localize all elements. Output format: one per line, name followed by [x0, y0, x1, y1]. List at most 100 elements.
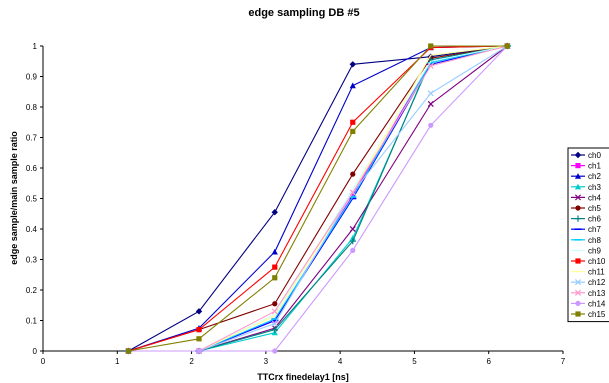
chart-title: edge sampling DB #5	[248, 7, 359, 19]
x-tick-label: 0	[41, 357, 46, 366]
data-point-ch13	[271, 308, 278, 315]
data-point-ch1	[350, 192, 356, 199]
data-point-ch15	[428, 43, 434, 49]
legend-item-ch5: ch5	[571, 204, 601, 213]
x-tick-label: 1	[115, 357, 120, 366]
series-ch7	[124, 45, 511, 352]
legend-label: ch6	[588, 215, 601, 224]
legend-label: ch14	[588, 299, 606, 308]
series-ch12	[125, 42, 511, 355]
series-line-ch3	[128, 45, 508, 352]
series-line-ch1	[128, 45, 508, 352]
data-point-ch15	[125, 348, 132, 354]
legend: ch0ch1ch2ch3ch4ch5ch6ch7ch8ch9ch10ch11ch…	[567, 147, 609, 323]
x-axis-label: TTCrx finedelay1 [ns]	[257, 372, 349, 382]
x-tick-label: 7	[561, 357, 566, 366]
legend-marker	[574, 289, 582, 296]
data-point-ch6	[271, 326, 278, 333]
legend-label: ch8	[588, 236, 601, 245]
legend-label: ch15	[588, 310, 606, 319]
series-line-ch8	[128, 45, 508, 352]
legend-item-ch1: ch1	[571, 162, 601, 171]
data-point-ch15	[350, 128, 356, 134]
x-tick-label: 4	[338, 357, 343, 366]
legend-label: ch9	[588, 246, 601, 255]
legend-item-ch2: ch2	[571, 172, 601, 181]
y-tick-label: 0.6	[26, 164, 38, 173]
series-line-ch4	[128, 45, 508, 352]
legend-label: ch4	[588, 193, 601, 202]
data-point-ch10	[350, 119, 356, 125]
data-point-ch4	[427, 100, 434, 107]
legend-item-ch8: ch8	[571, 236, 601, 245]
data-point-ch13	[349, 189, 356, 196]
series-line-ch2	[128, 45, 508, 352]
data-point-ch14	[272, 348, 278, 354]
data-point-ch2	[271, 248, 278, 255]
data-point-ch3	[349, 235, 356, 241]
series-line-ch13	[128, 45, 508, 352]
legend-item-ch13: ch13	[571, 289, 606, 298]
series-line-ch12	[128, 45, 508, 352]
series-line-ch9	[128, 45, 508, 352]
legend-label: ch10	[588, 257, 606, 266]
y-tick-label: 0.7	[26, 134, 38, 143]
y-tick-label: 0.2	[26, 286, 38, 295]
legend-marker	[574, 173, 582, 179]
plot-area: 0 0.1 0.2 0.3 0.4 0.5 0.6 0.7 0.8 0.9 1 0 1 2 3 4 5 6 7	[26, 42, 566, 366]
data-point-ch6	[349, 238, 356, 245]
legend-item-ch6: ch6	[571, 215, 601, 224]
legend-marker	[575, 163, 581, 169]
x-tick-label: 5	[412, 357, 417, 366]
legend-item-ch11: ch11	[571, 268, 605, 277]
legend-label: ch2	[588, 172, 601, 181]
series-ch6	[125, 42, 511, 355]
series-line-ch0	[128, 45, 508, 352]
y-axis-label: edge sample/main sample ratio	[9, 131, 19, 265]
y-tick-label: 0.1	[26, 317, 38, 326]
series-line-ch7	[128, 45, 508, 352]
legend-label: ch13	[588, 289, 606, 298]
data-point-ch14	[428, 122, 434, 128]
series-ch8	[124, 45, 511, 352]
legend-label: ch12	[588, 278, 606, 287]
data-point-ch0	[271, 209, 278, 216]
data-point-ch15	[504, 43, 510, 49]
data-point-ch10	[196, 327, 202, 333]
legend-marker	[575, 311, 581, 317]
legend-item-ch12: ch12	[571, 278, 606, 287]
y-tick-label: 0.5	[26, 195, 38, 204]
legend-label: ch3	[588, 183, 601, 192]
series-ch5	[125, 43, 510, 354]
legend-item-ch9: ch9	[571, 246, 601, 255]
legend-item-ch10: ch10	[571, 257, 606, 266]
data-point-ch12	[427, 90, 434, 97]
series-ch11	[128, 45, 508, 352]
legend-marker	[574, 279, 582, 286]
data-point-ch15	[196, 336, 202, 342]
series-line-ch14	[128, 45, 508, 352]
series-ch2	[125, 42, 511, 354]
series-ch3	[125, 42, 511, 354]
data-point-ch15	[272, 275, 278, 281]
legend-item-ch3: ch3	[571, 183, 601, 192]
data-point-ch14	[350, 247, 356, 253]
series-line-ch11	[128, 45, 508, 352]
y-tick-label: 0.9	[26, 73, 38, 82]
series-ch14	[125, 43, 510, 354]
legend-marker	[574, 151, 582, 159]
legend-item-ch4: ch4	[571, 193, 601, 202]
y-tick-label: 0.3	[26, 256, 38, 265]
series-ch9	[128, 45, 508, 352]
legend-label: ch0	[588, 151, 601, 160]
x-tick-label: 6	[486, 357, 491, 366]
legend-marker	[574, 183, 582, 190]
y-tick-label: 1	[33, 42, 38, 51]
data-point-ch2	[349, 82, 356, 89]
legend-label: ch11	[588, 268, 605, 277]
x-tick-label: 3	[264, 357, 269, 366]
series-line-ch5	[128, 45, 508, 352]
data-point-ch4	[349, 225, 356, 233]
data-point-ch12	[271, 320, 278, 327]
